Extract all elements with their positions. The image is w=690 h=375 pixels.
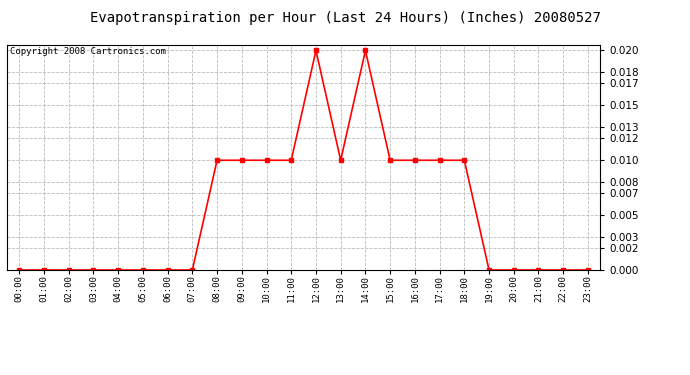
- Text: Copyright 2008 Cartronics.com: Copyright 2008 Cartronics.com: [10, 47, 166, 56]
- Text: Evapotranspiration per Hour (Last 24 Hours) (Inches) 20080527: Evapotranspiration per Hour (Last 24 Hou…: [90, 11, 600, 25]
